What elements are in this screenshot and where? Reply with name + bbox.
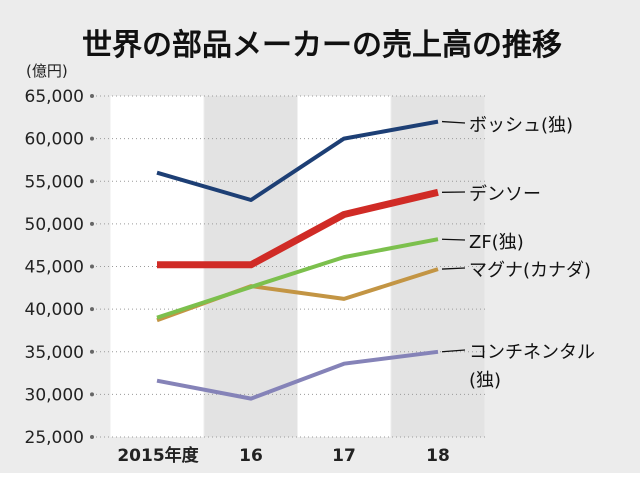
series-label: ZF(独) bbox=[469, 232, 524, 253]
y-tick-label: 35,000 bbox=[25, 343, 84, 363]
y-tick-mark bbox=[90, 137, 94, 141]
y-tick-mark bbox=[90, 435, 94, 439]
y-tick-mark bbox=[90, 265, 94, 269]
y-tick-label: 40,000 bbox=[25, 300, 84, 320]
y-axis: 25,000 30,000 35,000 40,000 45,000 50,000 55,0… bbox=[25, 87, 94, 448]
y-tick-mark bbox=[90, 350, 94, 354]
x-tick-label: 16 bbox=[239, 446, 263, 466]
y-tick-mark bbox=[90, 179, 94, 183]
y-tick-mark bbox=[90, 307, 94, 311]
y-tick-label: 50,000 bbox=[25, 215, 84, 235]
y-axis-unit-label: (億円) bbox=[26, 62, 68, 80]
series-label: デンソー bbox=[469, 184, 541, 205]
y-tick-label: 55,000 bbox=[25, 172, 84, 192]
x-tick-label: 2015年度 bbox=[117, 445, 199, 466]
x-tick-label: 18 bbox=[426, 446, 450, 466]
y-tick-label: 25,000 bbox=[25, 428, 84, 448]
x-axis: 2015年度 16 17 18 bbox=[117, 445, 450, 466]
chart-title: 世界の部品メーカーの売上高の推移 bbox=[82, 28, 562, 63]
series-label: (独) bbox=[469, 370, 501, 391]
y-tick-mark bbox=[90, 222, 94, 226]
series-label: マグナ(カナダ) bbox=[469, 260, 591, 281]
y-tick-label: 65,000 bbox=[25, 87, 84, 107]
series-label: コンチネンタル bbox=[469, 342, 595, 363]
y-tick-label: 30,000 bbox=[25, 385, 84, 405]
y-tick-label: 60,000 bbox=[25, 130, 84, 150]
y-tick-mark bbox=[90, 392, 94, 396]
series-label: ボッシュ(独) bbox=[469, 115, 573, 136]
x-tick-label: 17 bbox=[332, 446, 356, 466]
y-tick-mark bbox=[90, 94, 94, 98]
y-tick-label: 45,000 bbox=[25, 258, 84, 278]
label-leader-line bbox=[442, 239, 465, 240]
